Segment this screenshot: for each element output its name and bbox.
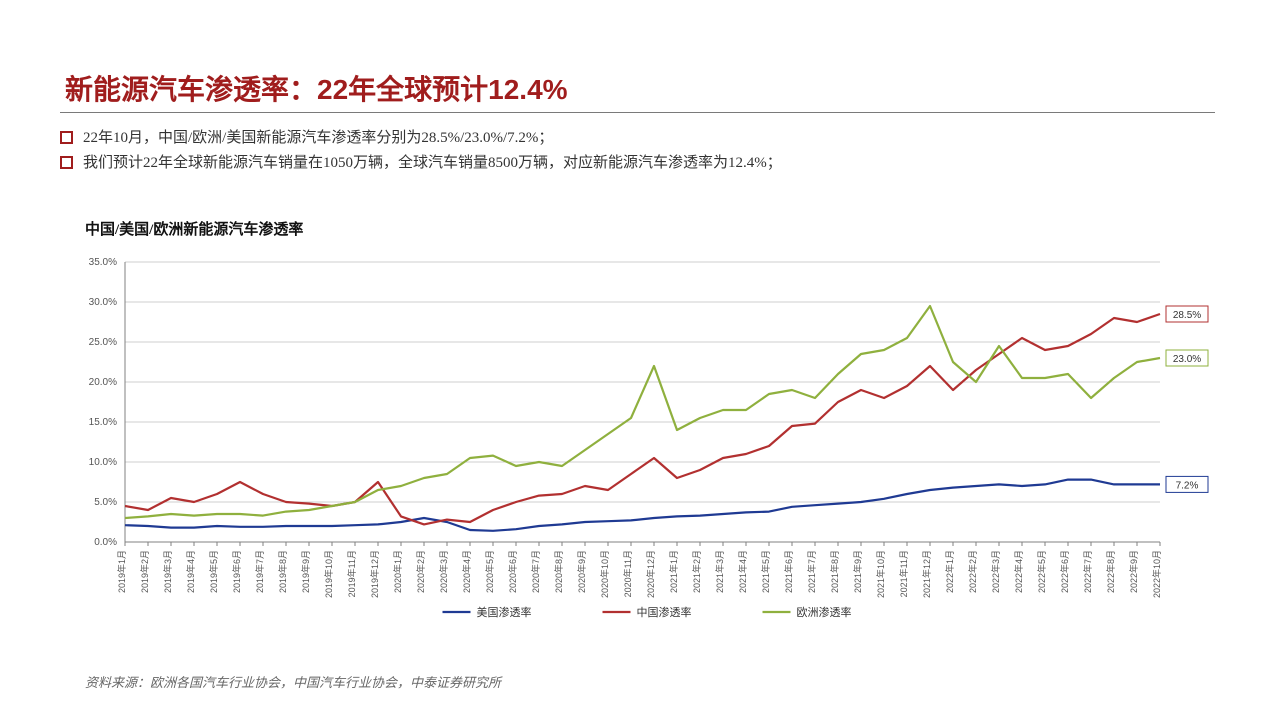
bullet-marker-icon <box>60 131 73 144</box>
svg-text:2022年4月: 2022年4月 <box>1013 550 1024 593</box>
bullet-list: 22年10月，中国/欧洲/美国新能源汽车渗透率分别为28.5%/23.0%/7.… <box>60 128 1210 178</box>
title-underline <box>60 112 1215 113</box>
chart-svg: 0.0% 5.0% 10.0% 15.0% 20.0% 25.0% 30.0% 35.0% 20… <box>70 250 1220 630</box>
svg-text:2022年5月: 2022年5月 <box>1036 550 1047 593</box>
svg-text:2021年5月: 2021年5月 <box>760 550 771 593</box>
svg-text:2021年6月: 2021年6月 <box>783 550 794 593</box>
bullet-item: 我们预计22年全球新能源汽车销量在1050万辆，全球汽车销量8500万辆，对应新… <box>60 153 1210 174</box>
svg-text:2020年5月: 2020年5月 <box>484 550 495 593</box>
svg-text:2021年3月: 2021年3月 <box>714 550 725 593</box>
svg-text:2020年11月: 2020年11月 <box>622 550 633 597</box>
svg-text:2020年7月: 2020年7月 <box>530 550 541 593</box>
svg-text:2020年12月: 2020年12月 <box>645 550 656 598</box>
svg-text:2019年10月: 2019年10月 <box>323 550 334 598</box>
svg-text:10.0%: 10.0% <box>89 457 117 468</box>
svg-text:2019年8月: 2019年8月 <box>277 550 288 593</box>
svg-text:2022年7月: 2022年7月 <box>1082 550 1093 593</box>
svg-text:中国渗透率: 中国渗透率 <box>637 605 692 619</box>
svg-text:2020年10月: 2020年10月 <box>599 550 610 598</box>
svg-text:28.5%: 28.5% <box>1173 310 1201 321</box>
svg-text:23.0%: 23.0% <box>1173 354 1201 365</box>
svg-text:7.2%: 7.2% <box>1176 480 1199 491</box>
source-attribution: 资料来源：欧洲各国汽车行业协会，中国汽车行业协会，中泰证券研究所 <box>85 672 501 691</box>
svg-text:2020年3月: 2020年3月 <box>438 550 449 593</box>
svg-text:2019年9月: 2019年9月 <box>300 550 311 593</box>
svg-text:2020年9月: 2020年9月 <box>576 550 587 593</box>
svg-text:2022年3月: 2022年3月 <box>990 550 1001 593</box>
svg-text:2021年8月: 2021年8月 <box>829 550 840 593</box>
svg-text:2021年4月: 2021年4月 <box>737 550 748 593</box>
svg-text:2019年11月: 2019年11月 <box>346 550 357 597</box>
svg-text:美国渗透率: 美国渗透率 <box>477 605 532 619</box>
svg-text:2022年10月: 2022年10月 <box>1151 550 1162 598</box>
svg-text:2022年2月: 2022年2月 <box>967 550 978 593</box>
svg-text:25.0%: 25.0% <box>89 337 117 348</box>
svg-text:2022年1月: 2022年1月 <box>944 550 955 593</box>
svg-text:2019年4月: 2019年4月 <box>185 550 196 593</box>
svg-text:2019年6月: 2019年6月 <box>231 550 242 593</box>
svg-text:2019年1月: 2019年1月 <box>116 550 127 593</box>
svg-text:2021年9月: 2021年9月 <box>852 550 863 593</box>
svg-text:欧洲渗透率: 欧洲渗透率 <box>797 605 852 619</box>
svg-text:2019年5月: 2019年5月 <box>208 550 219 593</box>
line-chart: 0.0% 5.0% 10.0% 15.0% 20.0% 25.0% 30.0% 35.0% 20… <box>70 250 1220 630</box>
svg-text:20.0%: 20.0% <box>89 377 117 388</box>
svg-text:0.0%: 0.0% <box>94 537 117 548</box>
svg-text:2021年2月: 2021年2月 <box>691 550 702 593</box>
bullet-text: 我们预计22年全球新能源汽车销量在1050万辆，全球汽车销量8500万辆，对应新… <box>83 153 782 174</box>
svg-text:2022年9月: 2022年9月 <box>1128 550 1139 593</box>
svg-text:2019年12月: 2019年12月 <box>369 550 380 598</box>
svg-text:2021年11月: 2021年11月 <box>898 550 909 597</box>
svg-text:2019年7月: 2019年7月 <box>254 550 265 593</box>
svg-text:2019年2月: 2019年2月 <box>139 550 150 593</box>
svg-text:15.0%: 15.0% <box>89 417 117 428</box>
svg-text:2020年2月: 2020年2月 <box>415 550 426 593</box>
svg-text:2020年1月: 2020年1月 <box>392 550 403 593</box>
svg-text:2021年10月: 2021年10月 <box>875 550 886 598</box>
svg-text:2021年12月: 2021年12月 <box>921 550 932 598</box>
svg-text:30.0%: 30.0% <box>89 297 117 308</box>
svg-text:2022年6月: 2022年6月 <box>1059 550 1070 593</box>
svg-text:2022年8月: 2022年8月 <box>1105 550 1116 593</box>
svg-text:2020年6月: 2020年6月 <box>507 550 518 593</box>
slide-title: 新能源汽车渗透率：22年全球预计12.4% <box>65 68 568 108</box>
svg-text:2020年8月: 2020年8月 <box>553 550 564 593</box>
bullet-item: 22年10月，中国/欧洲/美国新能源汽车渗透率分别为28.5%/23.0%/7.… <box>60 128 1210 149</box>
bullet-text: 22年10月，中国/欧洲/美国新能源汽车渗透率分别为28.5%/23.0%/7.… <box>83 128 553 149</box>
svg-text:2020年4月: 2020年4月 <box>461 550 472 593</box>
svg-text:5.0%: 5.0% <box>94 497 117 508</box>
svg-text:35.0%: 35.0% <box>89 257 117 268</box>
svg-text:2019年3月: 2019年3月 <box>162 550 173 593</box>
svg-text:2021年1月: 2021年1月 <box>668 550 679 593</box>
chart-subtitle: 中国/美国/欧洲新能源汽车渗透率 <box>85 218 303 239</box>
svg-text:2021年7月: 2021年7月 <box>806 550 817 593</box>
bullet-marker-icon <box>60 156 73 169</box>
